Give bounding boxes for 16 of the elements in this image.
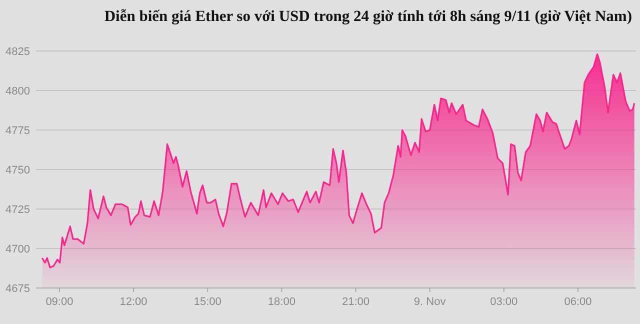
- y-tick-label: 4725: [6, 204, 30, 216]
- x-tick-label: 12:00: [120, 296, 148, 308]
- x-tick-label: 9. Nov: [414, 296, 446, 308]
- x-tick-label: 03:00: [490, 296, 518, 308]
- x-tick-label: 21:00: [342, 296, 370, 308]
- y-tick-label: 4825: [6, 46, 30, 58]
- x-tick-label: 09:00: [46, 296, 74, 308]
- x-tick-label: 15:00: [194, 296, 222, 308]
- chart-title: Diễn biến giá Ether so với USD trong 24 giờ tính tới 8h sáng 9/11 (giờ Việt Nam): [104, 8, 632, 25]
- y-tick-label: 4800: [6, 85, 30, 98]
- y-tick-label: 4775: [6, 124, 30, 137]
- x-tick-label: 18:00: [268, 296, 296, 308]
- y-tick-label: 4700: [6, 243, 30, 256]
- x-tick-label: 06:00: [564, 296, 592, 308]
- y-tick-label: 4750: [6, 164, 30, 176]
- y-tick-label: 4675: [6, 282, 30, 295]
